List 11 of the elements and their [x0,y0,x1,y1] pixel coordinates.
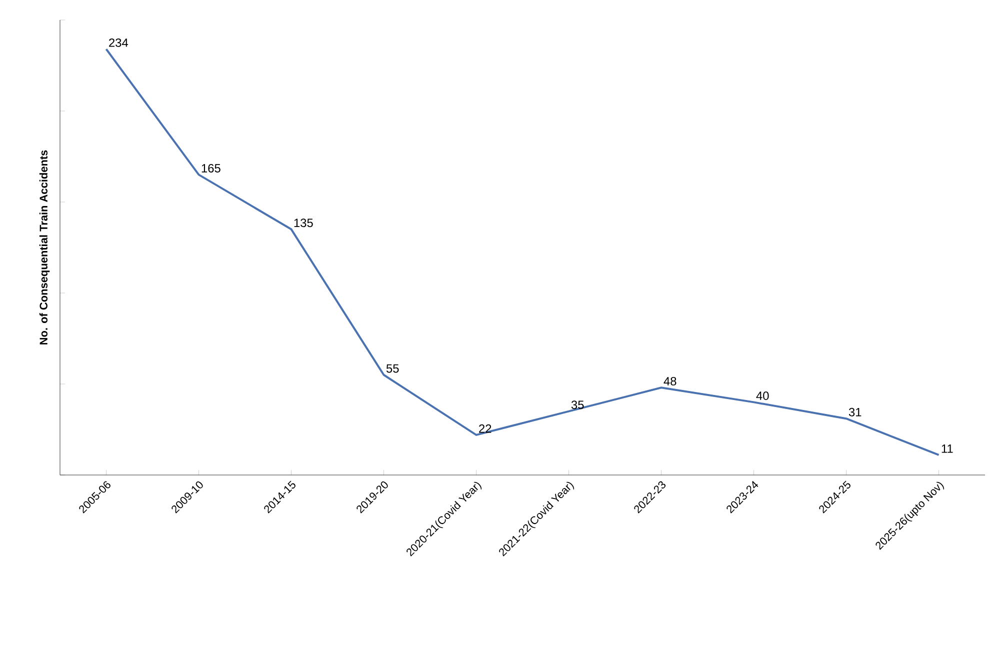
data-label: 40 [756,392,769,400]
data-label: 31 [848,408,862,416]
data-label: 22 [479,424,492,433]
data-label: 234 [109,38,128,47]
data-label: 55 [386,364,399,373]
data-label: 165 [202,164,220,172]
y-axis-title: No. of Consequential Train Accidents [39,150,50,344]
data-label: 48 [664,376,676,386]
data-label: 35 [571,400,584,410]
data-label: 135 [294,218,313,228]
data-label: 11 [942,444,953,453]
